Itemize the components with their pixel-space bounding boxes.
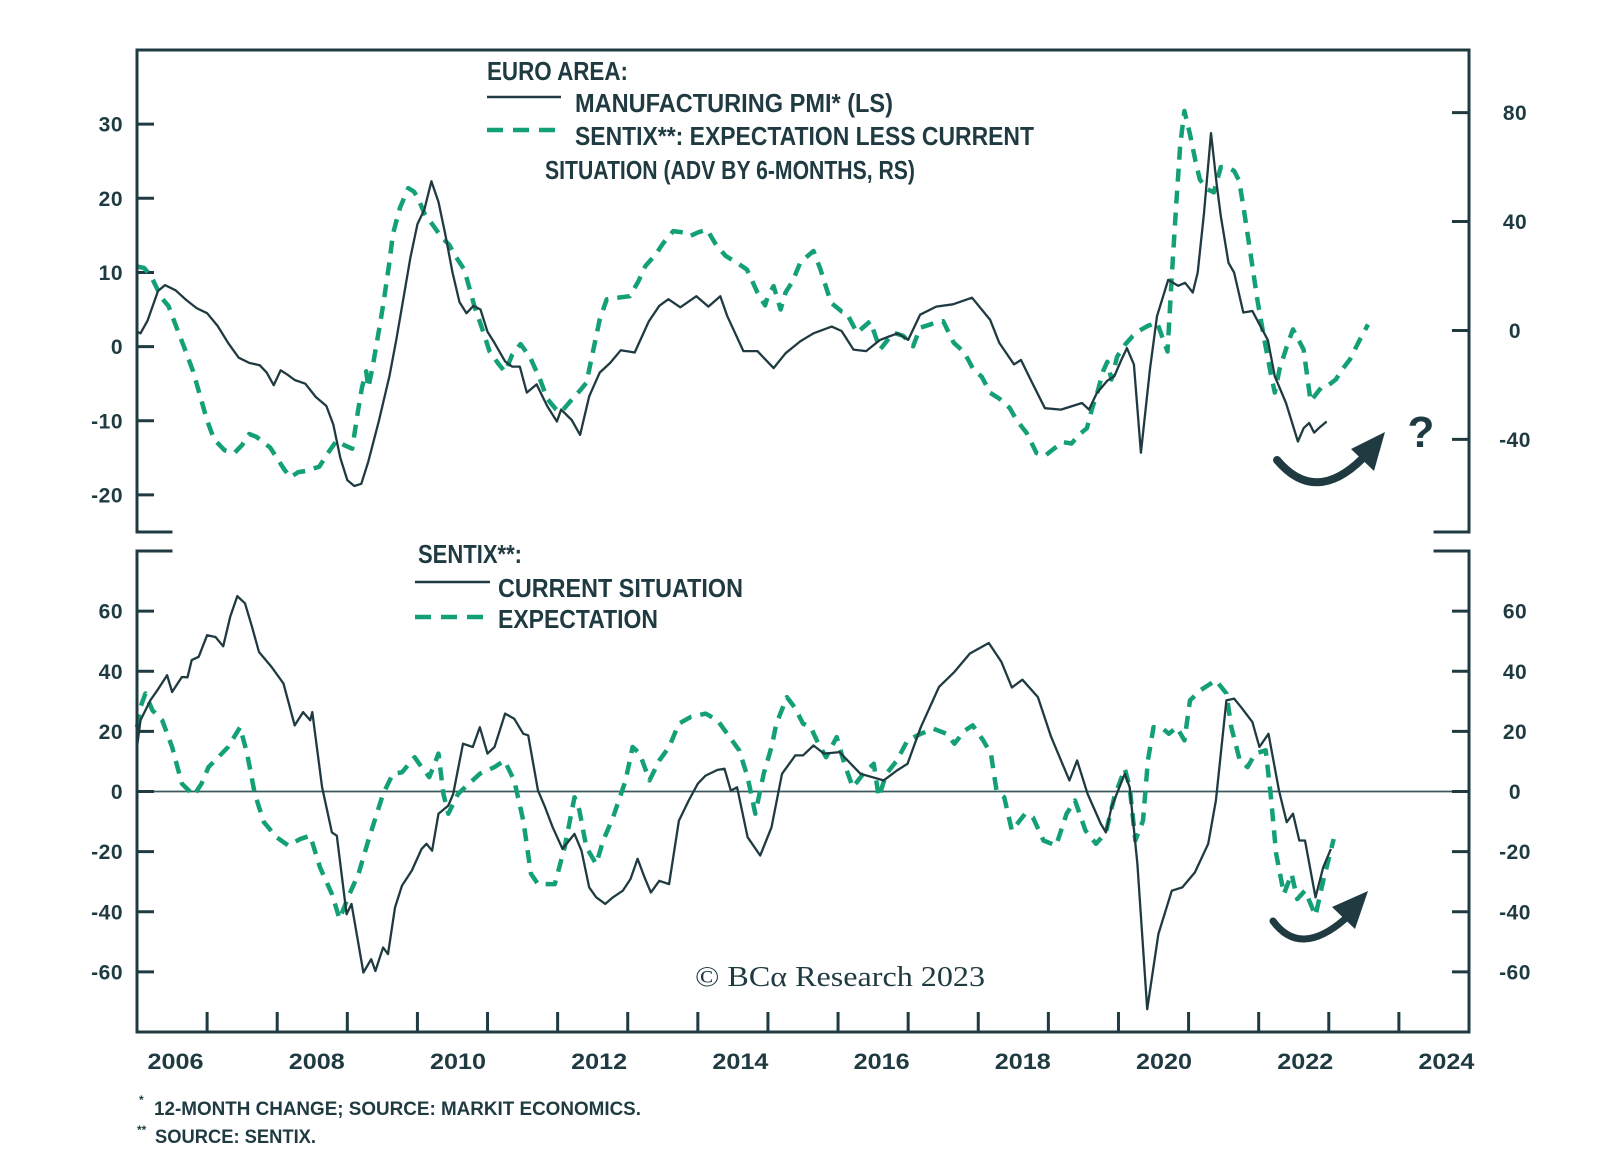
top-legend: EURO AREA: MANUFACTURING PMI* (LS) SENTI… (487, 56, 1034, 185)
x-tick-label: 2006 (148, 1049, 204, 1074)
left-y-tick-label: -20 (91, 841, 123, 864)
legend-label-sentix-diff-line2: SITUATION (ADV BY 6-MONTHS, RS) (545, 155, 915, 185)
x-tick-label: 2018 (995, 1049, 1051, 1074)
left-y-tick-label: 40 (99, 661, 123, 684)
top-axes-ticks: 30 20 10 0 -10 -20 80 40 0 -40 (91, 102, 1531, 507)
left-y-tick-label: -60 (91, 961, 123, 984)
bottom-legend: SENTIX**: CURRENT SITUATION EXPECTATION (415, 539, 743, 634)
legend-label-pmi: MANUFACTURING PMI* (LS) (575, 88, 893, 118)
series-line-manufacturing-pmi-ls (136, 131, 1328, 488)
bottom-axes-ticks: 60 40 20 0 -20 -40 -60 60 40 20 0 -20 -40 -60 2006 2008… (91, 601, 1531, 1074)
left-y-tick-label: -20 (91, 484, 123, 507)
right-y-tick-label: -40 (1499, 901, 1531, 924)
question-mark-annotation: ? (1408, 408, 1435, 457)
left-y-tick-label: 0 (111, 336, 123, 359)
legend-label-current-situation: CURRENT SITUATION (498, 573, 743, 603)
top-legend-title: EURO AREA: (487, 56, 628, 86)
left-y-tick-label: 20 (99, 721, 123, 744)
x-tick-label: 2008 (289, 1049, 345, 1074)
right-y-tick-label: 80 (1503, 102, 1527, 125)
right-y-tick-label: 0 (1509, 320, 1521, 343)
right-y-tick-label: 0 (1509, 781, 1521, 804)
footnote-marker: ** (137, 1123, 147, 1137)
top-panel: 30 20 10 0 -10 -20 80 40 0 -40 EURO AREA: MANUFAC… (91, 48, 1531, 534)
top-series-layer (136, 108, 1370, 488)
copyright-watermark: © BCα Research 2023 (695, 962, 985, 993)
legend-label-expectation: EXPECTATION (498, 604, 658, 634)
x-tick-label: 2012 (571, 1049, 627, 1074)
left-y-tick-label: -40 (91, 901, 123, 924)
bottom-legend-title: SENTIX**: (418, 539, 522, 569)
footnote-text: SOURCE: SENTIX. (155, 1127, 316, 1148)
series-line-sentix-expectation-less-current-situation-adv-by-6-months-rs (136, 108, 1370, 480)
x-tick-label: 2016 (854, 1049, 910, 1074)
left-y-tick-label: 30 (99, 114, 123, 137)
x-tick-label: 2022 (1277, 1049, 1333, 1074)
right-y-tick-label: -20 (1499, 841, 1531, 864)
footnotes: * 12-MONTH CHANGE; SOURCE: MARKIT ECONOM… (137, 1093, 641, 1148)
right-y-tick-label: -60 (1499, 961, 1531, 984)
left-y-tick-label: 20 (99, 188, 123, 211)
right-y-tick-label: -40 (1499, 429, 1531, 452)
right-y-tick-label: 20 (1503, 721, 1527, 744)
right-y-tick-label: 40 (1503, 661, 1527, 684)
bottom-series-layer (134, 594, 1336, 1011)
x-tick-label: 2020 (1136, 1049, 1192, 1074)
legend-label-sentix-diff: SENTIX**: EXPECTATION LESS CURRENT (575, 121, 1034, 151)
footnote-marker: * (139, 1093, 144, 1107)
left-y-tick-label: -10 (91, 410, 123, 433)
right-y-tick-label: 40 (1503, 211, 1527, 234)
series-line-expectation (134, 678, 1336, 922)
right-y-tick-label: 60 (1503, 601, 1527, 624)
bottom-curved-arrow-icon (1269, 891, 1368, 943)
x-tick-label: 2024 (1418, 1049, 1475, 1074)
bottom-panel: 60 40 20 0 -20 -40 -60 60 40 20 0 -20 -40 -60 2006 2008… (91, 539, 1531, 1074)
top-curved-arrow-icon (1273, 432, 1385, 487)
left-y-tick-label: 0 (111, 781, 123, 804)
x-tick-label: 2010 (430, 1049, 486, 1074)
left-y-tick-label: 10 (99, 262, 123, 285)
footnote-text: 12-MONTH CHANGE; SOURCE: MARKIT ECONOMIC… (154, 1099, 641, 1120)
left-y-tick-label: 60 (99, 601, 123, 624)
series-line-current-situation (135, 594, 1332, 1011)
x-tick-label: 2014 (712, 1049, 769, 1074)
